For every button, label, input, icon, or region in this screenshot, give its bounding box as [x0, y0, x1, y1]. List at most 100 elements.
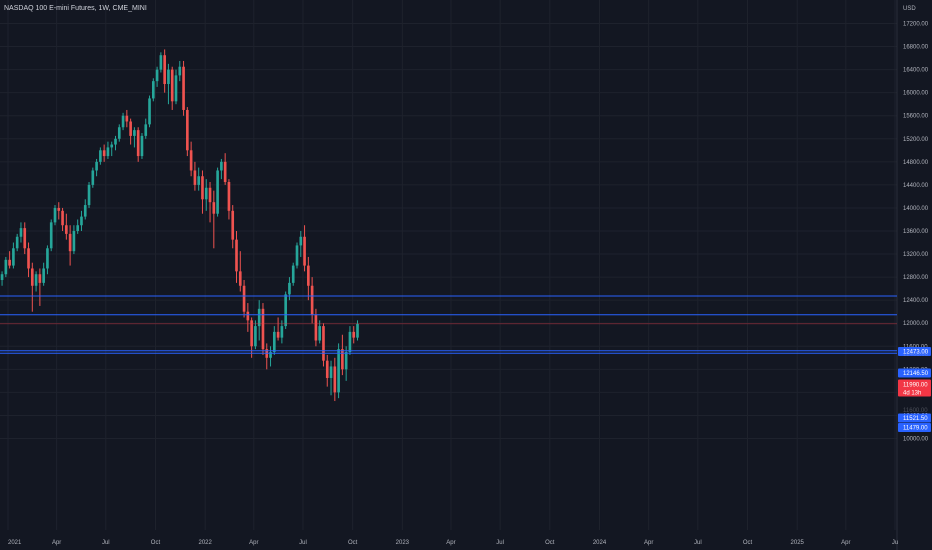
candle-body [182, 66, 185, 110]
candle [0, 271, 4, 286]
time-tick-label: Jul [694, 540, 702, 546]
candle [178, 60, 182, 82]
time-tick-label: Apr [249, 540, 258, 546]
level-price-tag-text: 11521.50 [903, 416, 928, 422]
candle [80, 210, 83, 231]
candle [34, 271, 38, 292]
price-tick-label: 14800.00 [903, 160, 929, 166]
candle-body [272, 331, 276, 353]
candle [186, 107, 189, 157]
candle-body [261, 308, 265, 350]
time-axis[interactable]: 2021 Apr Jul Oct 2022 Apr Jul Oct 2023 Apr Jul Oct 2… [8, 540, 898, 546]
candle [95, 158, 98, 177]
candle-body [159, 55, 163, 70]
candle [117, 124, 121, 142]
candle [333, 357, 337, 402]
candle-body [288, 282, 291, 295]
candle [310, 277, 314, 324]
candle-body [121, 115, 125, 128]
candle-body [151, 81, 155, 99]
candle-body [314, 314, 318, 341]
time-tick-label: Oct [151, 540, 161, 546]
candle [227, 179, 231, 220]
candle-body [72, 231, 76, 252]
candle [4, 256, 8, 278]
candle-body [30, 268, 34, 286]
candle [307, 256, 310, 301]
candle [212, 190, 216, 249]
candle-body [238, 271, 242, 286]
candle-body [4, 259, 8, 275]
candle [15, 233, 19, 252]
candle-body [242, 285, 246, 312]
candle [235, 231, 238, 283]
candle-body [325, 360, 329, 378]
last-price-tag: 11990.00 4d 13h [898, 379, 931, 397]
candle [329, 360, 333, 396]
level-price-tag-bg [898, 413, 931, 423]
candle [318, 320, 322, 344]
candle-body [155, 69, 159, 82]
last-price-tag-bg [898, 379, 931, 397]
candle [129, 118, 132, 145]
candle-body [303, 236, 306, 266]
candle [133, 127, 136, 148]
last-price-value: 11990.00 [903, 383, 928, 389]
candle [291, 262, 295, 286]
horizontal-levels[interactable] [0, 295, 897, 354]
candle [46, 245, 49, 275]
candle [27, 242, 30, 278]
candle-body [15, 236, 19, 249]
candle-body [178, 66, 182, 76]
candle [30, 262, 34, 312]
candle [284, 291, 287, 329]
last-price-countdown: 4d 13h [903, 391, 921, 397]
candle [110, 141, 114, 157]
candle [280, 320, 284, 344]
candle [216, 167, 219, 217]
candle-body [333, 366, 337, 393]
time-tick-label: Jul [102, 540, 110, 546]
candle [193, 161, 197, 191]
candle [261, 303, 265, 355]
candle [322, 323, 325, 367]
candle [325, 354, 329, 387]
candle-body [337, 349, 340, 393]
candle [341, 334, 344, 376]
candle [269, 346, 272, 367]
time-tick-label: Apr [446, 540, 455, 546]
candle [170, 66, 174, 110]
candle-body [102, 150, 106, 157]
candle-body [348, 331, 352, 353]
candle [72, 225, 76, 255]
price-tick-label: 14400.00 [903, 183, 929, 189]
candle-body [276, 331, 280, 338]
candle-body [117, 127, 121, 139]
candle [242, 279, 246, 318]
price-tick-label: 14000.00 [903, 206, 929, 212]
currency-label: USD [903, 6, 916, 12]
time-tick-label: 2024 [593, 540, 607, 546]
time-tick-label: 2025 [791, 540, 805, 546]
candle [155, 66, 159, 87]
level-price-tag-bg [898, 347, 931, 356]
candle-body [231, 210, 235, 240]
candle-body [19, 228, 23, 237]
candle-body [352, 331, 356, 338]
candle-body [250, 320, 253, 347]
candle-body [110, 144, 114, 148]
candle [61, 207, 64, 231]
candle-body [46, 248, 49, 269]
candle-body [12, 248, 15, 266]
hidden-price-tick-label: 12400.00 [903, 352, 929, 358]
candle-body [257, 308, 261, 327]
candle [42, 262, 45, 286]
candle-body [42, 268, 45, 283]
time-tick-label: Apr [52, 540, 61, 546]
price-tick-label: 10000.00 [903, 437, 929, 443]
candle-body [329, 366, 333, 378]
candle-body [307, 265, 310, 286]
price-tags: 12473.00 12146.50 11521.50 11479.00 11990.00… [898, 347, 931, 432]
candle [87, 182, 91, 208]
